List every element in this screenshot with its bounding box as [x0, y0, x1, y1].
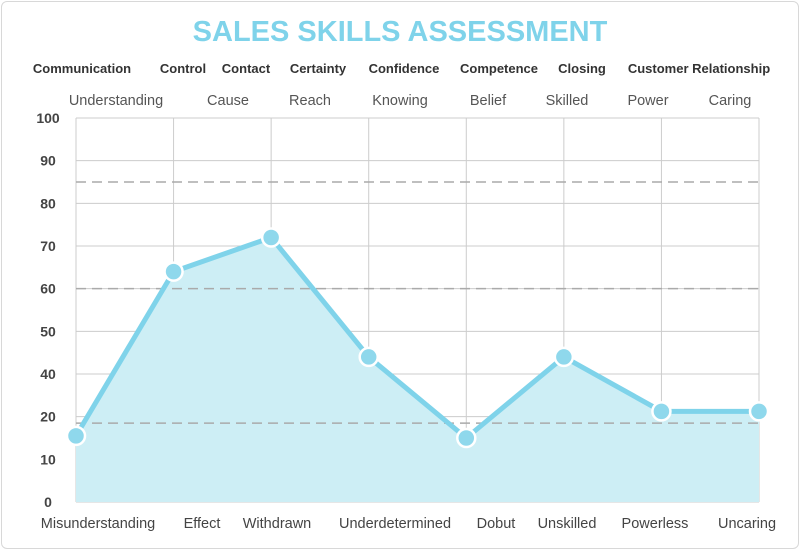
y-tick-label: 0	[44, 494, 52, 510]
category-label: Communication	[33, 61, 131, 76]
series-area	[76, 237, 759, 502]
negative-label: Dobut	[477, 516, 516, 532]
positive-label: Skilled	[546, 93, 589, 109]
data-point	[163, 261, 184, 282]
negative-label: Effect	[184, 516, 221, 532]
y-tick-label: 100	[36, 110, 60, 126]
negative-label: Misunderstanding	[41, 516, 155, 532]
positive-label: Cause	[207, 93, 249, 109]
y-tick-label: 50	[40, 323, 56, 339]
category-label: Certainty	[290, 61, 347, 76]
positive-label: Knowing	[372, 93, 428, 109]
category-label: Customer Relationship	[628, 61, 770, 76]
negative-label: Powerless	[622, 516, 689, 532]
category-label: Confidence	[369, 61, 440, 76]
category-labels: Communication Control Contact Certainty Conf…	[33, 61, 776, 532]
data-points	[65, 227, 770, 449]
category-label: Contact	[222, 61, 271, 76]
area-layer	[76, 237, 759, 502]
data-point	[260, 227, 282, 248]
negative-label: Uncaring	[718, 516, 776, 532]
category-label: Closing	[558, 61, 606, 76]
y-tick-label: 80	[40, 195, 56, 211]
data-point	[748, 401, 770, 422]
positive-label: Reach	[289, 93, 331, 109]
y-tick-label: 90	[40, 153, 56, 169]
chart-title: SALES SKILLS ASSESSMENT	[193, 16, 608, 48]
positive-label: Power	[627, 93, 668, 109]
category-label: Control	[160, 61, 206, 76]
y-tick-label: 60	[40, 281, 56, 297]
reference-lines	[76, 181, 759, 424]
negative-label: Withdrawn	[243, 516, 312, 532]
category-label: Competence	[460, 61, 538, 76]
data-point	[358, 346, 379, 368]
positive-label: Belief	[470, 93, 507, 109]
data-point	[456, 427, 477, 449]
y-tick-label: 20	[40, 409, 56, 425]
y-tick-label: 40	[40, 366, 56, 382]
series-line-layer	[73, 234, 759, 441]
positive-label: Understanding	[69, 93, 163, 109]
y-tick-label: 10	[40, 451, 56, 467]
negative-label: Unskilled	[538, 516, 597, 532]
series-line	[73, 234, 759, 441]
data-point	[65, 425, 87, 447]
negative-label: Underdetermined	[339, 516, 451, 532]
positive-label: Caring	[709, 93, 752, 109]
data-point	[553, 346, 575, 368]
data-point	[651, 401, 672, 422]
y-tick-label: 70	[40, 238, 56, 254]
